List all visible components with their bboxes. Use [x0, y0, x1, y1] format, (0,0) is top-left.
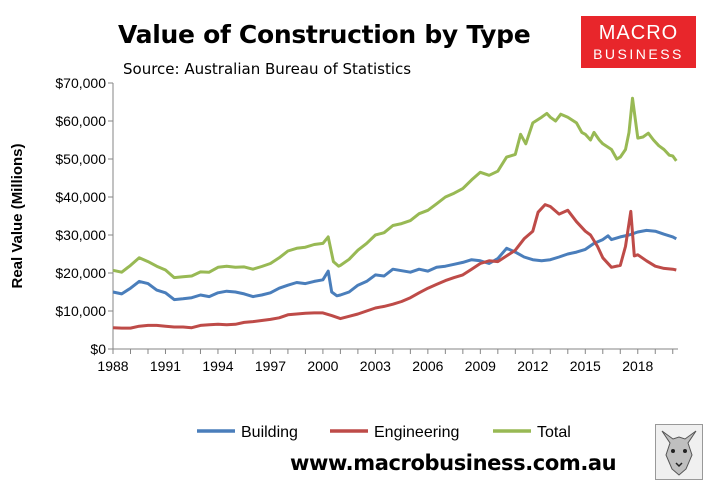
x-tick-label: 2000	[307, 358, 338, 374]
x-tick-label: 2006	[412, 358, 443, 374]
chart-source: Source: Australian Bureau of Statistics	[123, 60, 412, 78]
x-tick-label: 1997	[255, 358, 286, 374]
y-tick-label: $0	[90, 341, 106, 357]
chart-axes: $0 $10,000 $20,000 $30,000 $40,000 $50,000 $60…	[9, 75, 678, 374]
y-tick-label: $50,000	[55, 151, 106, 167]
legend-label-engineering: Engineering	[374, 424, 459, 441]
x-tick-label: 2018	[622, 358, 653, 374]
y-tick-label: $20,000	[55, 265, 106, 281]
x-tick-label: 2009	[465, 358, 496, 374]
macrobusiness-logo[interactable]: MACRO BUSINESS	[581, 16, 696, 68]
chart-legend: Building Engineering Total	[197, 424, 571, 441]
x-tick-label: 2015	[570, 358, 601, 374]
legend-label-building: Building	[241, 424, 298, 441]
wolf-icon	[661, 430, 697, 476]
y-tick-label: $60,000	[55, 113, 106, 129]
y-tick-label: $30,000	[55, 227, 106, 243]
legend-label-total: Total	[537, 424, 571, 441]
logo-line2: BUSINESS	[593, 46, 684, 62]
x-tick-label: 2012	[517, 358, 548, 374]
x-tick-label: 1991	[150, 358, 181, 374]
x-tick-label: 1988	[97, 358, 128, 374]
series-line-building	[112, 228, 678, 302]
wolf-mascot-image	[655, 424, 703, 480]
x-tick-label: 2003	[360, 358, 391, 374]
y-tick-label: $70,000	[55, 75, 106, 91]
website-url[interactable]: www.macrobusiness.com.au	[290, 451, 617, 475]
logo-line1: MACRO	[598, 22, 679, 44]
y-axis-label: Real Value (Millions)	[9, 143, 26, 288]
series-line-total	[112, 96, 678, 280]
series-layer	[112, 96, 678, 330]
y-tick-label: $10,000	[55, 303, 106, 319]
series-line-engineering	[112, 203, 677, 330]
chart-title: Value of Construction by Type	[118, 20, 531, 49]
y-tick-label: $40,000	[55, 189, 106, 205]
x-tick-label: 1994	[202, 358, 233, 374]
